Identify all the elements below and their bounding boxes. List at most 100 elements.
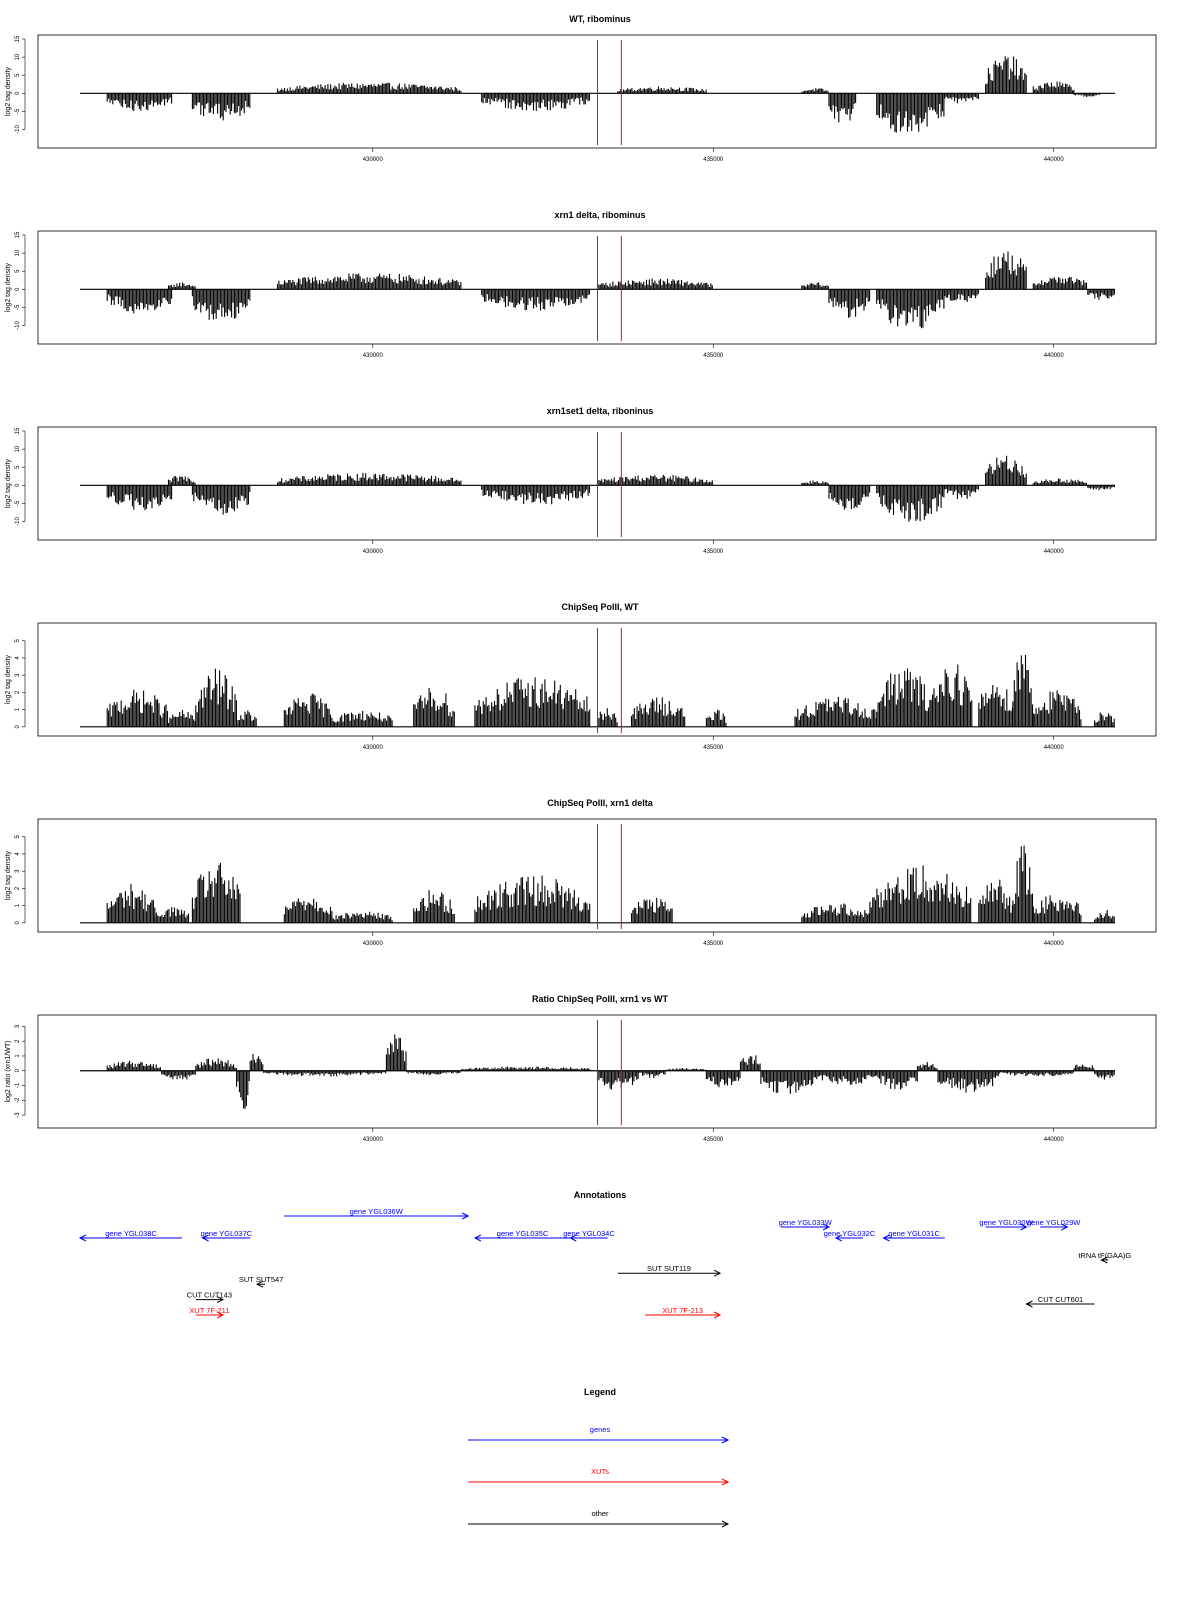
y-tick-label: 10 bbox=[15, 53, 21, 60]
y-tick-label: 2 bbox=[15, 1039, 21, 1043]
y-tick-label: 0 bbox=[15, 1068, 21, 1072]
feature-gene: gene YGL031C bbox=[882, 1229, 945, 1242]
panel-2: xrn1 delta, ribominus 15 10 5 0 -5 -10 log2 tag… bbox=[5, 210, 1157, 359]
y-tick-label: -2 bbox=[15, 1097, 21, 1103]
y-tick-label: 5 bbox=[15, 465, 21, 469]
x-tick-label: 440000 bbox=[1044, 745, 1065, 751]
arrowhead bbox=[713, 1311, 722, 1319]
x-tick-label: 440000 bbox=[1044, 941, 1065, 947]
panel-title: ChipSeq PolII, WT bbox=[562, 602, 639, 612]
arrowhead bbox=[1020, 1223, 1028, 1231]
arrowhead bbox=[78, 1234, 87, 1242]
feature-label: gene YGL032C bbox=[824, 1229, 876, 1238]
legend-entry: other bbox=[468, 1509, 730, 1528]
arrowhead bbox=[721, 1478, 730, 1486]
feature-label: gene YGL036W bbox=[350, 1207, 404, 1216]
y-axis-label: log2 tag density bbox=[5, 262, 12, 312]
arrowhead bbox=[713, 1269, 722, 1277]
y-tick-label: 10 bbox=[15, 249, 21, 256]
feature-label: gene YGL038C bbox=[105, 1229, 157, 1238]
feature-label: XUT 7F-211 bbox=[189, 1306, 229, 1315]
arrowhead bbox=[255, 1280, 264, 1288]
data-bars bbox=[106, 1034, 1115, 1109]
arrowhead bbox=[216, 1311, 225, 1319]
feature-label: gene YGL030W bbox=[979, 1218, 1033, 1227]
panel-title: Ratio ChipSeq PolII, xrn1 vs WT bbox=[532, 994, 669, 1004]
x-tick-label: 435000 bbox=[703, 353, 724, 359]
panel-3: xrn1set1 delta, riboninus 15 10 5 0 -5 -10 log2… bbox=[5, 406, 1157, 555]
feature-label: gene YGL029W bbox=[1027, 1218, 1081, 1227]
y-tick-label: 1 bbox=[15, 903, 21, 907]
y-tick-label: -1 bbox=[15, 1082, 21, 1088]
panel-1: WT, ribominus 15 10 5 0 -5 -10 log2 tag density… bbox=[5, 14, 1157, 163]
legend-title: Legend bbox=[584, 1387, 616, 1397]
feature-label: SUT SUT547 bbox=[239, 1275, 283, 1284]
arrowhead bbox=[721, 1436, 730, 1444]
feature-label: gene YGL031C bbox=[888, 1229, 940, 1238]
y-tick-label: 1 bbox=[15, 1054, 21, 1058]
plot-frame bbox=[37, 34, 1157, 149]
legend-entry: XUTs bbox=[468, 1467, 730, 1486]
feature-gene: gene YGL038C bbox=[78, 1229, 183, 1242]
feature-label: gene YGL037C bbox=[201, 1229, 253, 1238]
y-axis-label: log2 tag density bbox=[5, 66, 12, 116]
x-tick-label: 435000 bbox=[703, 157, 724, 163]
panel-title: xrn1 delta, ribominus bbox=[554, 210, 645, 220]
y-tick-label: -5 bbox=[15, 304, 21, 310]
y-tick-label: 0 bbox=[15, 287, 21, 291]
y-tick-label: 15 bbox=[15, 427, 21, 434]
feature-gene: gene YGL030W bbox=[979, 1218, 1034, 1231]
legend-entry: genes bbox=[468, 1425, 730, 1444]
y-tick-label: -10 bbox=[15, 125, 21, 134]
y-tick-label: 5 bbox=[15, 834, 21, 838]
arrowhead bbox=[1025, 1300, 1033, 1308]
panel-6: Ratio ChipSeq PolII, xrn1 vs WT 3 2 1 0 -1 -2 -… bbox=[5, 994, 1157, 1143]
x-tick-label: 435000 bbox=[703, 1137, 724, 1143]
arrowhead bbox=[201, 1234, 209, 1242]
y-tick-label: 2 bbox=[15, 690, 21, 694]
data-bars bbox=[106, 251, 1115, 329]
y-tick-label: -3 bbox=[15, 1112, 21, 1118]
x-tick-label: 435000 bbox=[703, 941, 724, 947]
feature-label: tRNA tF(GAA)G bbox=[1078, 1251, 1131, 1260]
x-tick-label: 440000 bbox=[1044, 157, 1065, 163]
arrowhead bbox=[461, 1212, 470, 1220]
feature-gene: gene YGL029W bbox=[1027, 1218, 1081, 1231]
y-axis-label: log2 tag density bbox=[5, 654, 12, 704]
feature-other: CUT CUT143 bbox=[187, 1291, 232, 1304]
x-tick-label: 430000 bbox=[363, 157, 384, 163]
feature-label: CUT CUT601 bbox=[1038, 1295, 1083, 1304]
x-tick-label: 440000 bbox=[1044, 353, 1065, 359]
legend: Legend genes XUTs other bbox=[468, 1387, 730, 1528]
y-tick-label: 0 bbox=[15, 921, 21, 925]
y-tick-label: 0 bbox=[15, 91, 21, 95]
feature-other: CUT CUT601 bbox=[1025, 1295, 1095, 1308]
y-axis-label: log2 tag density bbox=[5, 850, 12, 900]
legend-label: genes bbox=[590, 1425, 611, 1434]
x-tick-label: 430000 bbox=[363, 353, 384, 359]
y-axis-label: log2 ratio (xrn1/WT) bbox=[5, 1041, 12, 1103]
y-tick-label: 15 bbox=[15, 231, 21, 238]
y-tick-label: 5 bbox=[15, 638, 21, 642]
feature-gene: gene YGL033W bbox=[779, 1218, 833, 1231]
feature-label: XUT 7F-213 bbox=[662, 1306, 703, 1315]
annotations-title: Annotations bbox=[574, 1190, 627, 1200]
annotations-panel: Annotations gene YGL038C gene YGL037C gene … bbox=[78, 1190, 1131, 1319]
plot-frame bbox=[37, 1014, 1157, 1129]
panel-title: ChipSeq PolII, xrn1 delta bbox=[547, 798, 654, 808]
data-bars bbox=[106, 455, 1115, 522]
y-tick-label: 3 bbox=[15, 673, 21, 677]
x-tick-label: 440000 bbox=[1044, 1137, 1065, 1143]
feature-label: gene YGL033W bbox=[779, 1218, 833, 1227]
arrowhead bbox=[882, 1234, 890, 1242]
data-bars bbox=[106, 56, 1102, 133]
feature-gene: gene YGL032C bbox=[824, 1229, 876, 1242]
y-tick-label: 5 bbox=[15, 73, 21, 77]
arrowhead bbox=[569, 1234, 577, 1242]
plot-frame bbox=[37, 818, 1157, 933]
plot-frame bbox=[37, 426, 1157, 541]
feature-xut: XUT 7F-213 bbox=[645, 1306, 722, 1319]
y-tick-label: 1 bbox=[15, 707, 21, 711]
panel-title: WT, ribominus bbox=[569, 14, 631, 24]
